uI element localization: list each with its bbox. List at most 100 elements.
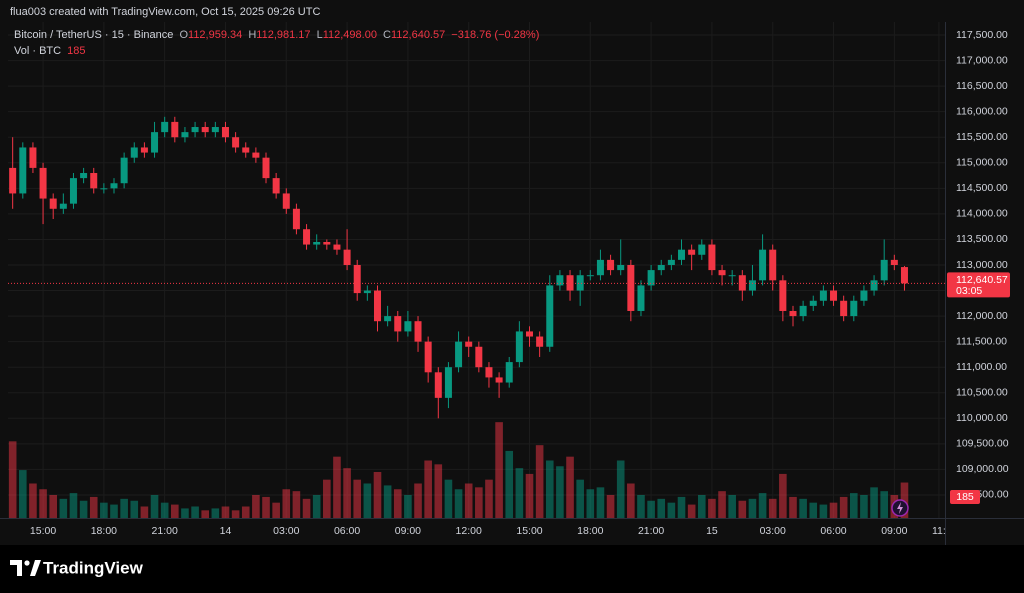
volume-bar (758, 493, 767, 518)
x-tick-label: 14 (220, 525, 232, 537)
volume-bar (59, 498, 68, 518)
candle-body (556, 275, 564, 286)
candle-body (49, 198, 57, 209)
volume-bar (505, 450, 514, 518)
last-price-countdown: 03:05 (956, 285, 982, 297)
footer-background (0, 545, 1024, 593)
volume-bar (414, 483, 422, 518)
candle-body (728, 275, 736, 277)
candle-body (495, 377, 503, 383)
volume-bar (454, 489, 463, 518)
volume-bar (8, 441, 17, 518)
candle-body (242, 147, 250, 153)
x-tick-label: 09:00 (881, 525, 907, 537)
candle-body (688, 249, 696, 255)
candle-body (657, 264, 665, 271)
volume-bar (282, 489, 291, 518)
volume-bar (171, 504, 179, 518)
candle-body (110, 183, 118, 189)
candle-body (779, 280, 787, 311)
last-price-label: 112,640.57 (956, 274, 1008, 286)
candle-body (343, 249, 351, 265)
volume-bar (789, 496, 797, 518)
candle-body (698, 244, 706, 255)
volume-bar (627, 483, 635, 518)
volume-bar (535, 445, 544, 518)
last-price-box (947, 272, 1010, 298)
attribution: flua003 created with TradingView.com, Oc… (10, 6, 320, 18)
volume-bar (29, 483, 37, 518)
volume-bar (312, 495, 321, 518)
y-tick-label: 109,500.00 (956, 438, 1009, 450)
candle-body (536, 336, 544, 347)
volume-bar (383, 485, 392, 518)
volume-bar (667, 502, 676, 518)
volume-bar (39, 489, 47, 518)
candle-body (424, 341, 432, 373)
candle-body (191, 127, 199, 133)
candle-body (708, 244, 716, 271)
candle-body (748, 280, 756, 291)
volume-bar (434, 464, 443, 518)
candle-body (505, 362, 513, 383)
volume-bar (252, 495, 260, 518)
candle-body (475, 346, 483, 368)
y-tick-label: 110,000.00 (956, 412, 1008, 424)
y-tick-label: 114,000.00 (956, 208, 1008, 220)
volume-bar (728, 495, 736, 518)
volume-bar (323, 479, 331, 518)
volume-bar (708, 498, 716, 518)
volume-bar (839, 496, 848, 518)
open-label: O (179, 29, 188, 41)
candle-body (252, 152, 260, 158)
x-tick-label: 15:00 (30, 525, 56, 537)
volume-bar (870, 487, 878, 518)
volume-bar (79, 500, 88, 518)
candle-body (465, 341, 473, 347)
volume-legend: Vol · BTC 185 (14, 45, 86, 57)
candle-body (769, 249, 777, 281)
volume-bar (333, 456, 341, 518)
volume-bar (444, 479, 453, 518)
x-tick-label: 06:00 (820, 525, 846, 537)
candle-body (900, 267, 908, 284)
x-tick-label: 15:00 (516, 525, 542, 537)
candle-body (819, 290, 827, 301)
volume-bar (211, 508, 220, 518)
x-tick-label: 09:00 (395, 525, 421, 537)
volume-bar (110, 504, 118, 518)
candle-body (809, 300, 817, 306)
candle-body (80, 173, 88, 179)
candle-body (617, 264, 625, 271)
logo-mark (10, 560, 22, 576)
candle-body (830, 290, 838, 301)
candle-body (455, 341, 463, 368)
volume-bar (809, 502, 818, 518)
candle-body (759, 249, 767, 281)
candle-body (69, 178, 77, 204)
volume-bar (241, 506, 250, 518)
volume-bar (69, 493, 78, 518)
volume-bar (637, 495, 645, 518)
volume-bar (647, 500, 655, 518)
x-tick-label: 12:00 (456, 525, 482, 537)
volume-bar (191, 506, 199, 518)
logo-mark (30, 560, 41, 576)
candle-body (566, 275, 574, 291)
volume-bar (616, 460, 625, 518)
x-tick-label: 11: (932, 525, 946, 537)
volume-bar (829, 502, 838, 518)
x-tick-label: 21:00 (638, 525, 664, 537)
volume-bar (687, 504, 696, 518)
volume-bar (738, 500, 747, 518)
candles (9, 116, 908, 419)
candle-body (586, 275, 594, 277)
candle-body (373, 290, 381, 322)
legend-line: Bitcoin / TetherUS · 15 · Binance O112,9… (14, 29, 539, 41)
volume-bar (353, 479, 362, 518)
volume-bar (495, 422, 503, 518)
volume-bar (89, 496, 98, 518)
y-tick-label: 117,500.00 (956, 29, 1008, 41)
volume-bar (120, 498, 128, 518)
